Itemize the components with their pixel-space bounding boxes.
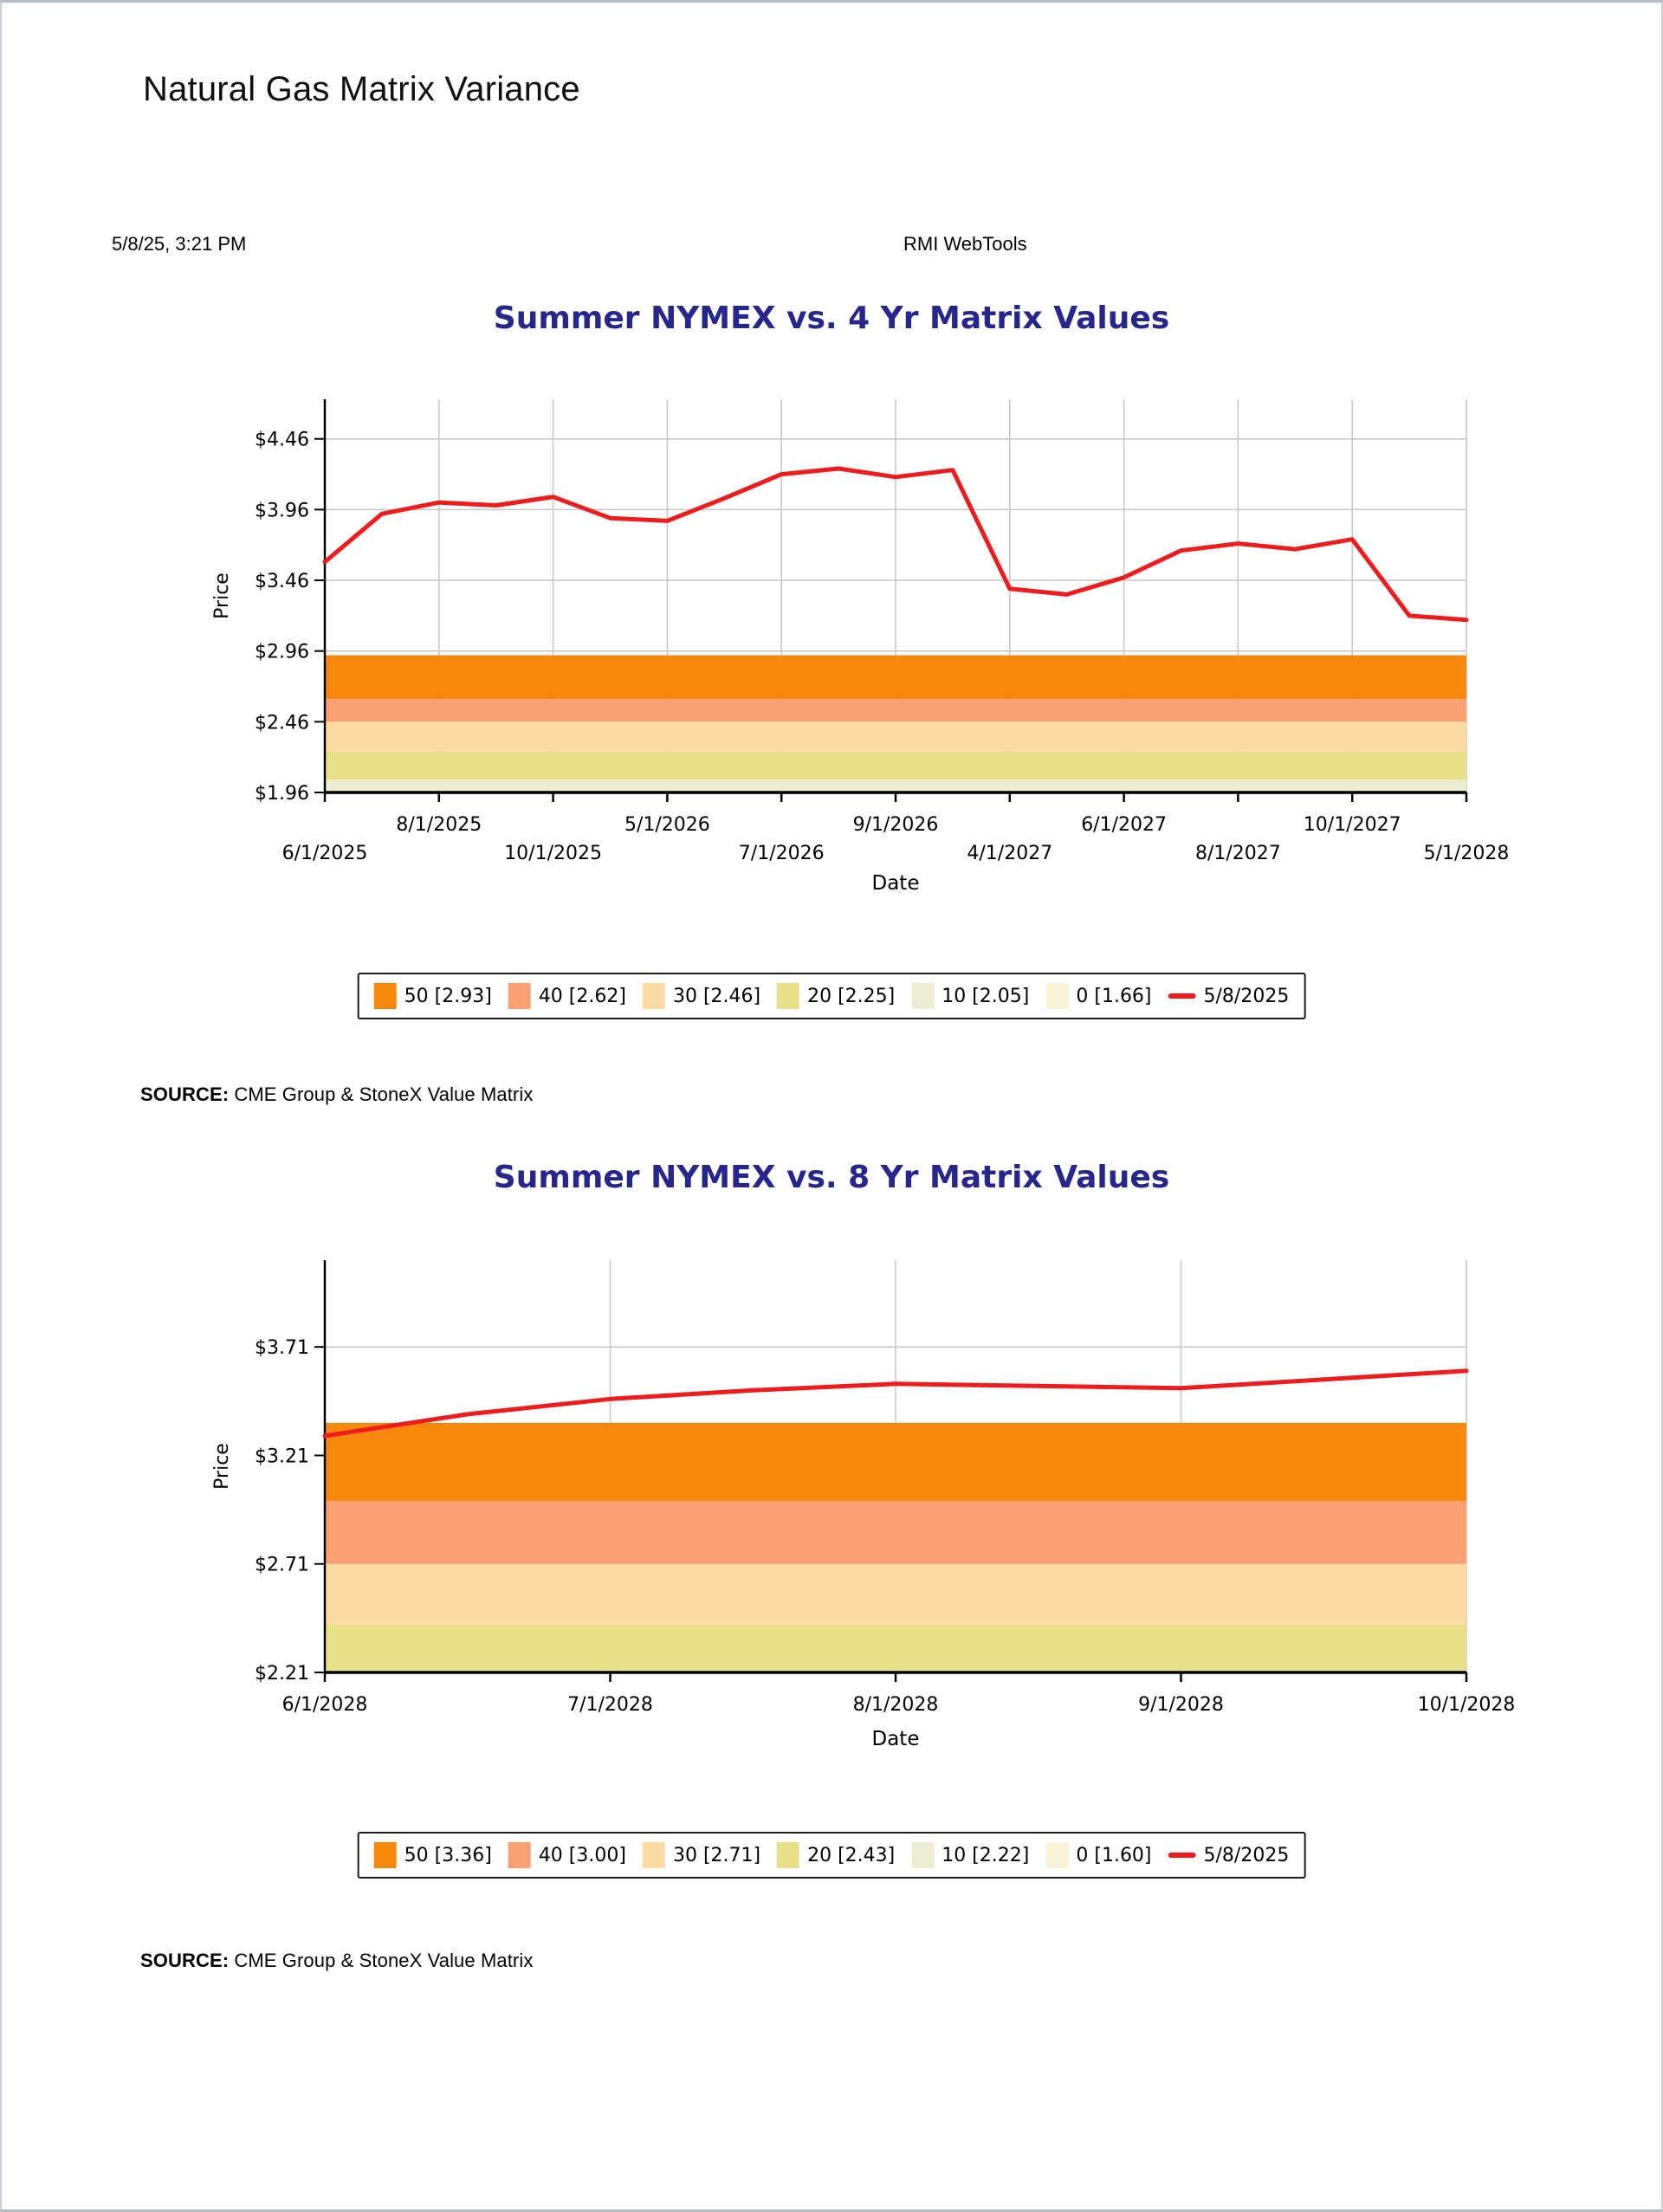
legend-label: 50 [2.93] [404, 985, 492, 1007]
legend-label: 40 [3.00] [538, 1844, 626, 1866]
chart-2-plot: $3.71 $3.21 $2.71 $2.21 6/1/2028 7/1/2028 8/1/… [211, 1260, 1516, 1750]
legend-swatch [911, 1842, 935, 1868]
legend-swatch [1045, 983, 1069, 1009]
y-tick-label: $3.71 [255, 1337, 309, 1359]
legend-item-20: 20 [2.25] [777, 983, 895, 1009]
legend-item-10: 10 [2.22] [911, 1842, 1029, 1868]
legend-item-40: 40 [3.00] [508, 1842, 626, 1868]
legend-swatch [1045, 1842, 1069, 1868]
x-tick-label: 6/1/2025 [282, 843, 368, 864]
chart-1-plot: $4.46 $3.96 $3.46 $2.96 $2.46 $1.96 6/1/2025 8/… [211, 399, 1510, 895]
print-app-name: RMI WebTools [903, 233, 1027, 255]
legend-swatch [642, 1842, 665, 1868]
y-tick-label: $2.46 [255, 712, 309, 734]
y-axis-title: Price [211, 1443, 233, 1490]
x-tick-label: 9/1/2026 [853, 814, 939, 836]
legend-item-30: 30 [2.71] [642, 1842, 761, 1868]
source-text: CME Group & StoneX Value Matrix [234, 1950, 534, 1971]
legend-item-20: 20 [2.43] [777, 1842, 895, 1868]
legend-label: 0 [1.66] [1076, 985, 1152, 1007]
y-tick-label: $1.96 [255, 783, 309, 805]
x-tick-label: 7/1/2028 [567, 1694, 653, 1716]
matrix-band [325, 751, 1466, 780]
x-tick-label: 10/1/2028 [1418, 1694, 1516, 1716]
page-title: Natural Gas Matrix Variance [143, 70, 580, 108]
legend-swatch [373, 1842, 397, 1868]
legend-item-30: 30 [2.46] [642, 983, 761, 1009]
legend-item-series: 5/8/2025 [1168, 1844, 1290, 1866]
x-tick-label: 5/1/2028 [1424, 843, 1510, 864]
legend-swatch [373, 983, 397, 1009]
legend-label: 40 [2.62] [538, 985, 626, 1007]
chart-2-source: SOURCE: CME Group & StoneX Value Matrix [140, 1950, 533, 1972]
y-tick-label: $3.96 [255, 500, 309, 521]
x-tick-label: 8/1/2025 [396, 814, 482, 836]
legend-label: 50 [3.36] [404, 1844, 492, 1866]
chart-2-title: Summer NYMEX vs. 8 Yr Matrix Values [493, 1160, 1170, 1195]
x-axis-title: Date [872, 1728, 920, 1750]
x-tick-label: 9/1/2028 [1138, 1694, 1224, 1716]
y-tick-label: $4.46 [255, 430, 309, 451]
x-tick-label: 10/1/2027 [1304, 814, 1401, 836]
price-series-line [322, 466, 1469, 623]
y-tick-label: $2.21 [255, 1663, 309, 1685]
x-tick-label: 7/1/2026 [739, 843, 825, 864]
x-tick-label: 6/1/2027 [1081, 814, 1167, 836]
y-tick-label: $3.46 [255, 571, 309, 592]
legend-label: 0 [1.60] [1076, 1844, 1152, 1866]
legend-label: 20 [2.25] [807, 985, 896, 1007]
legend-label: 30 [2.71] [672, 1844, 761, 1866]
legend-swatch [508, 983, 531, 1009]
legend-item-10: 10 [2.05] [911, 983, 1029, 1009]
legend-item-0: 0 [1.60] [1045, 1842, 1152, 1868]
chart-1-legend: 50 [2.93] 40 [2.62] 30 [2.46] 20 [2.25] 10 [… [357, 973, 1306, 1019]
legend-swatch [508, 1842, 531, 1868]
y-tick-label: $2.96 [255, 642, 309, 663]
legend-label: 10 [2.22] [942, 1844, 1030, 1866]
legend-item-0: 0 [1.66] [1045, 983, 1152, 1009]
source-text: CME Group & StoneX Value Matrix [234, 1083, 534, 1105]
legend-swatch [911, 983, 935, 1009]
legend-swatch [642, 983, 665, 1009]
legend-label: 30 [2.46] [672, 985, 761, 1007]
price-series-line [322, 1368, 1469, 1439]
legend-item-series: 5/8/2025 [1168, 985, 1290, 1007]
matrix-band [325, 699, 1466, 722]
matrix-band [325, 655, 1466, 700]
matrix-band [325, 721, 1466, 752]
legend-item-40: 40 [2.62] [508, 983, 626, 1009]
legend-line-swatch [1168, 993, 1196, 999]
y-tick-label: $2.71 [255, 1555, 309, 1576]
legend-label: 10 [2.05] [942, 985, 1030, 1007]
x-tick-label: 6/1/2028 [282, 1694, 368, 1716]
legend-label: 5/8/2025 [1203, 985, 1290, 1007]
chart-2-legend: 50 [3.36] 40 [3.00] 30 [2.71] 20 [2.43] 10 [… [357, 1832, 1306, 1879]
matrix-band [325, 1624, 1466, 1671]
matrix-band [325, 779, 1466, 792]
matrix-band [325, 1501, 1466, 1564]
x-tick-label: 8/1/2027 [1195, 843, 1281, 864]
legend-item-50: 50 [2.93] [373, 983, 492, 1009]
legend-label: 5/8/2025 [1203, 1844, 1290, 1866]
chart-1-source: SOURCE: CME Group & StoneX Value Matrix [140, 1083, 533, 1106]
source-label: SOURCE: [140, 1083, 230, 1105]
matrix-band [325, 1563, 1466, 1625]
matrix-band [325, 1422, 1466, 1502]
legend-label: 20 [2.43] [807, 1844, 896, 1866]
chart-1-title: Summer NYMEX vs. 4 Yr Matrix Values [493, 301, 1170, 336]
x-axis-title: Date [872, 872, 920, 895]
x-tick-label: 8/1/2028 [853, 1694, 939, 1716]
legend-swatch [777, 983, 800, 1009]
legend-swatch [777, 1842, 800, 1868]
x-tick-label: 10/1/2025 [504, 843, 602, 864]
y-tick-label: $3.21 [255, 1446, 309, 1467]
source-label: SOURCE: [140, 1950, 230, 1971]
y-axis-title: Price [211, 572, 233, 619]
x-tick-label: 5/1/2026 [624, 814, 710, 836]
x-tick-label: 4/1/2027 [967, 843, 1052, 864]
print-timestamp: 5/8/25, 3:21 PM [112, 233, 247, 255]
legend-item-50: 50 [3.36] [373, 1842, 492, 1868]
legend-line-swatch [1168, 1853, 1196, 1858]
